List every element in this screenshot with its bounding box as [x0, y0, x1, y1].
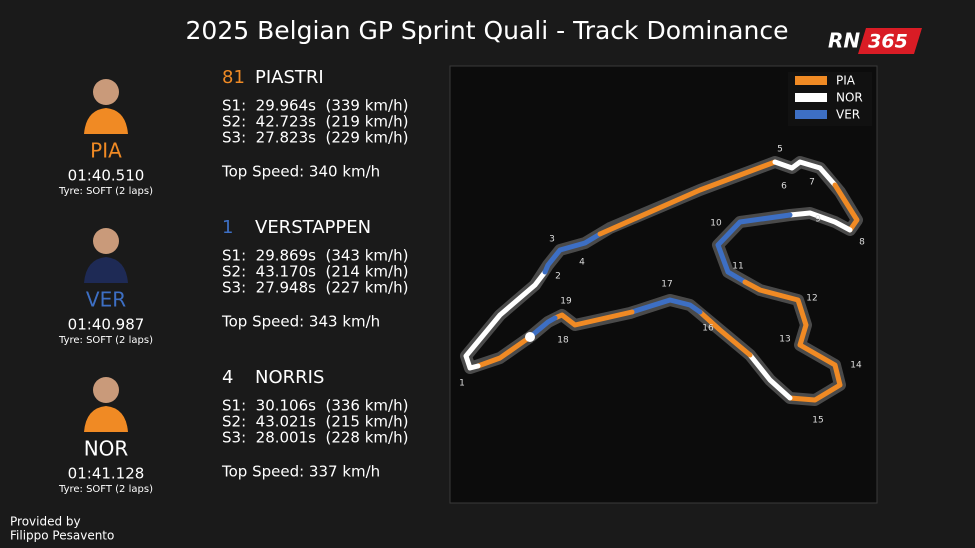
- driver-photo: [84, 79, 128, 134]
- driver-number: 1: [222, 217, 233, 238]
- photo-head: [93, 228, 119, 254]
- legend-label: PIA: [836, 74, 856, 88]
- lap-time: 01:41.128: [68, 465, 145, 483]
- corner-number: 3: [549, 235, 555, 245]
- driver-code: PIA: [90, 139, 122, 163]
- corner-number: 7: [809, 178, 815, 188]
- track-segment: [747, 352, 793, 401]
- sector-time: S1: 30.106s (336 km/h): [222, 397, 408, 415]
- driver-number: 81: [222, 67, 245, 88]
- top-speed: Top Speed: 343 km/h: [221, 313, 380, 331]
- sector-time: S2: 43.021s (215 km/h): [222, 413, 408, 431]
- corner-number: 12: [806, 294, 817, 304]
- corner-number: 4: [579, 258, 585, 268]
- track-segment: [629, 297, 703, 315]
- credit: Filippo Pesavento: [10, 529, 114, 543]
- corner-number: 15: [812, 416, 823, 426]
- sector-time: S3: 27.823s (229 km/h): [222, 129, 408, 147]
- lap-time: 01:40.987: [68, 316, 145, 334]
- photo-head: [93, 377, 119, 403]
- photo-body: [84, 406, 128, 432]
- logo: RN 365: [828, 28, 922, 54]
- track-segment: [787, 210, 853, 233]
- corner-number: 13: [779, 335, 790, 345]
- corner-number: 10: [710, 219, 722, 229]
- sector-time: S2: 43.170s (214 km/h): [222, 263, 408, 281]
- corner-number: 2: [555, 272, 561, 282]
- legend-label: VER: [836, 108, 860, 122]
- corner-number: 8: [859, 238, 865, 248]
- legend-swatch: [795, 110, 827, 119]
- corner-number: 6: [781, 182, 787, 192]
- start-marker: [525, 332, 535, 342]
- corner-number: 14: [850, 361, 862, 371]
- corner-number: 16: [702, 324, 714, 334]
- driver-name: NORRIS: [255, 367, 324, 388]
- corner-number: 19: [560, 297, 572, 307]
- credit: Provided by: [10, 515, 81, 529]
- track-segment: [597, 159, 778, 237]
- top-speed: Top Speed: 337 km/h: [221, 463, 380, 481]
- corner-number: 11: [732, 262, 743, 272]
- tyre: Tyre: SOFT (2 laps): [58, 186, 153, 197]
- track-segment: [463, 269, 548, 371]
- track-segment: [527, 315, 558, 340]
- photo-body: [84, 257, 128, 283]
- lap-time: 01:40.510: [68, 167, 145, 185]
- driver-photo: [84, 377, 128, 432]
- corner-number: 18: [557, 336, 569, 346]
- driver-name: PIASTRI: [255, 67, 324, 88]
- photo-body: [84, 108, 128, 134]
- track-segment: [542, 231, 603, 275]
- legend-swatch: [795, 93, 827, 102]
- sector-time: S1: 29.964s (339 km/h): [222, 97, 408, 115]
- sector-time: S1: 29.869s (343 km/h): [222, 247, 408, 265]
- corner-number: 17: [661, 280, 672, 290]
- driver-photo: [84, 228, 128, 283]
- sector-time: S3: 28.001s (228 km/h): [222, 429, 408, 447]
- logo-text: 365: [868, 31, 908, 53]
- track: [460, 156, 863, 406]
- driver-number: 4: [222, 367, 233, 388]
- track-segment: [715, 212, 793, 285]
- legend-label: NOR: [836, 91, 863, 105]
- driver-name: VERSTAPPEN: [255, 217, 371, 238]
- legend: PIA NOR VER: [788, 72, 872, 126]
- track-segment: [475, 334, 533, 369]
- track-map: [449, 65, 878, 504]
- driver-code: VER: [86, 288, 126, 312]
- sector-time: S2: 42.723s (219 km/h): [222, 113, 408, 131]
- sector-time: S3: 27.948s (227 km/h): [222, 279, 408, 297]
- logo-text: RN: [828, 29, 860, 53]
- title: 2025 Belgian GP Sprint Quali - Track Dom…: [186, 16, 789, 45]
- photo-head: [93, 79, 119, 105]
- track-segment: [742, 279, 843, 403]
- driver-code: NOR: [84, 437, 129, 461]
- logo-badge: [858, 28, 922, 54]
- corner-number: 9: [815, 215, 821, 225]
- track-segment: [832, 182, 860, 233]
- corner-number: 5: [777, 145, 783, 155]
- track-segment: [552, 309, 635, 328]
- track-segment: [772, 159, 838, 188]
- tyre: Tyre: SOFT (2 laps): [58, 484, 153, 495]
- legend-swatch: [795, 76, 827, 85]
- corner-number: 1: [459, 379, 465, 389]
- track-segment: [697, 309, 753, 358]
- top-speed: Top Speed: 340 km/h: [221, 163, 380, 181]
- tyre: Tyre: SOFT (2 laps): [58, 335, 153, 346]
